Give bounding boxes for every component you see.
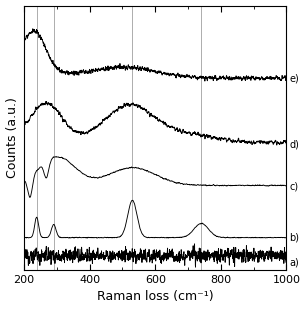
Text: b): b) — [289, 232, 299, 243]
Text: a): a) — [289, 258, 299, 268]
X-axis label: Raman loss (cm⁻¹): Raman loss (cm⁻¹) — [97, 290, 214, 303]
Text: d): d) — [289, 140, 299, 150]
Text: e): e) — [289, 74, 299, 83]
Y-axis label: Counts (a.u.): Counts (a.u.) — [6, 97, 19, 178]
Text: c): c) — [289, 181, 298, 191]
